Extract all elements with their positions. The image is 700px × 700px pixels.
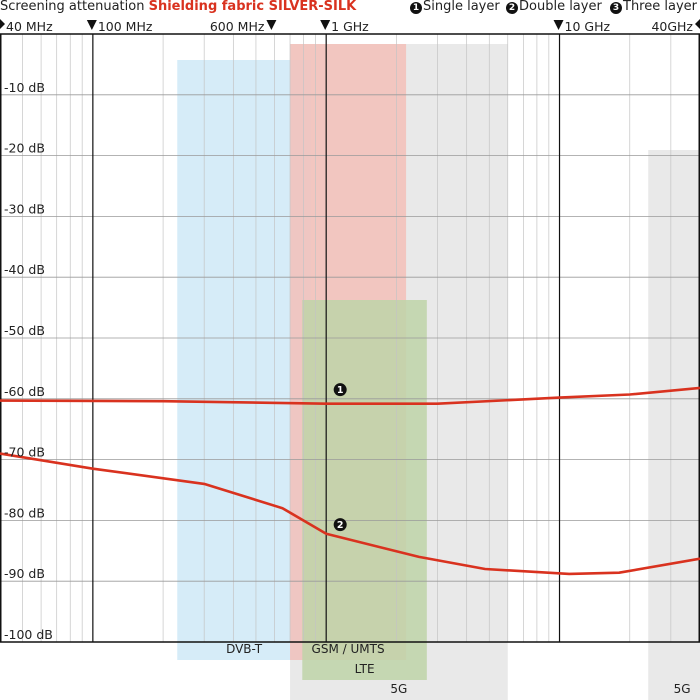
frequency-bands xyxy=(177,44,700,700)
legend-three-layer: 3 Three layer xyxy=(610,0,697,16)
y-tick-label: -10 dB xyxy=(4,80,45,95)
legend-label: Single layer xyxy=(423,0,500,14)
title-product: Shielding fabric SILVER-SILK xyxy=(148,0,357,14)
series-line-2 xyxy=(0,452,700,576)
legend-single-layer: 1 Single layer xyxy=(410,0,500,16)
grid xyxy=(0,33,700,643)
down-triangle-icon xyxy=(553,20,564,30)
series-marker-2 xyxy=(333,518,347,532)
down-triangle-icon xyxy=(86,20,97,30)
x-tick-label: 1 GHz xyxy=(331,19,369,34)
band-label: DVB-T xyxy=(226,642,263,656)
band-label: 5G xyxy=(390,682,407,696)
y-tick-label: -50 dB xyxy=(4,323,45,338)
band-label: LTE xyxy=(355,662,375,676)
series-marker-label: 1 xyxy=(337,385,344,396)
band-label: GSM / UMTS xyxy=(312,642,385,656)
x-tick-label: 40GHz xyxy=(651,19,693,34)
legend-label: Three layer xyxy=(623,0,697,14)
band-dvb-t xyxy=(177,60,311,660)
plot-border xyxy=(0,33,700,643)
legend-label: Double layer xyxy=(519,0,602,14)
y-tick-label: -100 dB xyxy=(4,627,53,642)
y-tick-label: -70 dB xyxy=(4,445,45,460)
left-triangle-icon xyxy=(695,19,700,29)
legend-marker-1: 1 xyxy=(410,2,422,14)
series-marker-1 xyxy=(333,383,347,397)
legend-marker-2: 2 xyxy=(506,2,518,14)
series-lines: 12 xyxy=(0,383,700,576)
down-triangle-icon xyxy=(320,20,331,30)
series-marker-label: 2 xyxy=(337,520,344,531)
y-tick-label: -60 dB xyxy=(4,384,45,399)
right-triangle-icon xyxy=(0,19,5,29)
band-lte xyxy=(302,300,427,680)
y-tick-label: -20 dB xyxy=(4,141,45,156)
legend-double-layer: 2 Double layer xyxy=(506,0,602,16)
band-label: 5G xyxy=(674,682,691,696)
axis-labels: DVB-T GSM / UMTS LTE 5G 5G -10 dB -20 dB -30 dB… xyxy=(0,19,700,696)
chart-title: Screening attenuation Shielding fabric S… xyxy=(0,0,700,16)
band-5g xyxy=(648,150,700,700)
y-tick-label: -80 dB xyxy=(4,505,45,520)
series-line-1 xyxy=(0,386,700,405)
down-triangle-icon xyxy=(266,20,277,30)
x-tick-label: 100 MHz xyxy=(98,19,153,34)
title-prefix: Screening attenuation xyxy=(0,0,145,14)
y-tick-label: -40 dB xyxy=(4,262,45,277)
y-tick-label: -90 dB xyxy=(4,566,45,581)
x-tick-label: 10 GHz xyxy=(565,19,611,34)
y-tick-label: -30 dB xyxy=(4,201,45,216)
x-tick-label: 600 MHz xyxy=(210,19,265,34)
x-tick-label: 40 MHz xyxy=(6,19,53,34)
legend-marker-3: 3 xyxy=(610,2,622,14)
